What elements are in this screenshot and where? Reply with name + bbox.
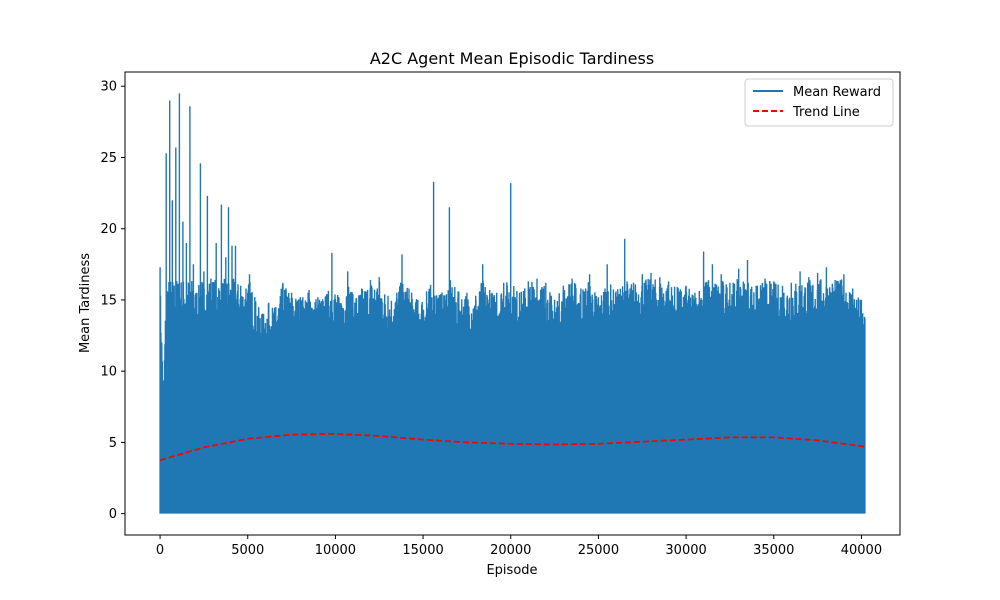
legend: Mean Reward Trend Line bbox=[744, 78, 894, 127]
y-tick-label: 10 bbox=[100, 365, 117, 380]
x-tick-label: 25000 bbox=[578, 543, 619, 558]
y-tick-label: 30 bbox=[100, 80, 117, 95]
x-tick-label: 15000 bbox=[402, 543, 443, 558]
y-axis-label: Mean Tardiness bbox=[78, 253, 93, 353]
y-tick-label: 0 bbox=[109, 507, 117, 522]
series-trend-line bbox=[159, 432, 866, 462]
x-tick-label: 30000 bbox=[665, 543, 706, 558]
x-tick-label: 10000 bbox=[315, 543, 356, 558]
series-mean-reward-line bbox=[159, 93, 866, 514]
y-tick-label: 15 bbox=[100, 293, 117, 308]
y-tick-label: 20 bbox=[100, 222, 117, 237]
legend-label-mean-reward: Mean Reward bbox=[793, 85, 881, 100]
plot-frame bbox=[124, 71, 901, 536]
y-axis-ticks: 0 5 10 15 20 25 30 bbox=[100, 80, 125, 522]
x-axis-ticks: 0 5000 10000 15000 20000 25000 30000 35000 40000 bbox=[156, 535, 882, 558]
plot-data bbox=[159, 93, 866, 514]
x-tick-label: 20000 bbox=[490, 543, 531, 558]
y-tick-label: 5 bbox=[109, 436, 117, 451]
legend-label-trend-line: Trend Line bbox=[792, 105, 860, 120]
x-tick-label: 35000 bbox=[753, 543, 794, 558]
chart-title: A2C Agent Mean Episodic Tardiness bbox=[370, 49, 654, 68]
x-axis-label: Episode bbox=[486, 563, 537, 578]
y-tick-label: 25 bbox=[100, 151, 117, 166]
x-tick-label: 0 bbox=[156, 543, 164, 558]
x-tick-label: 5000 bbox=[231, 543, 264, 558]
x-tick-label: 40000 bbox=[841, 543, 882, 558]
